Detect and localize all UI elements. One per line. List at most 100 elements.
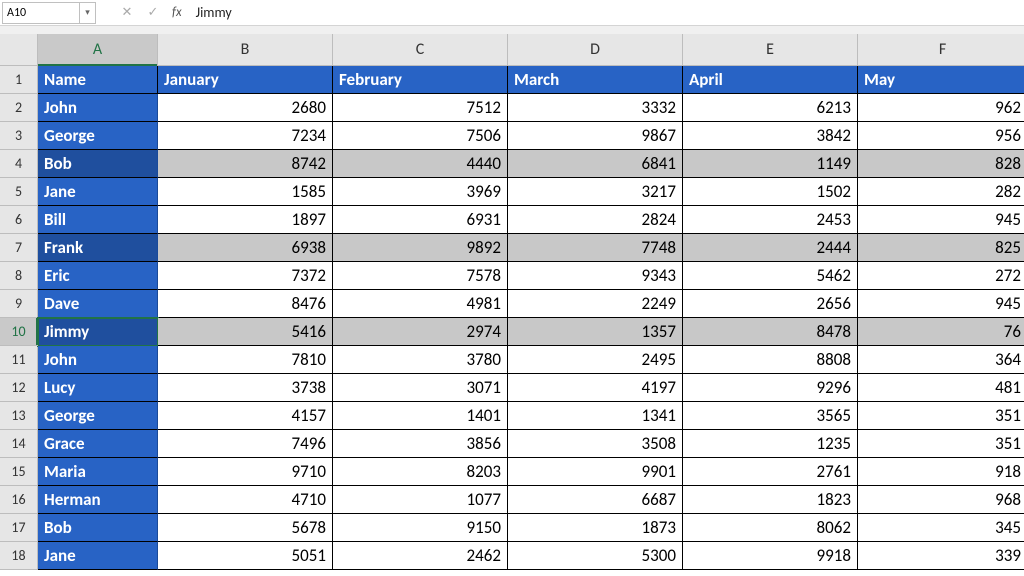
- data-cell[interactable]: 9867: [508, 122, 683, 150]
- data-cell[interactable]: 945: [858, 290, 1024, 318]
- data-cell[interactable]: 2444: [683, 234, 858, 262]
- data-cell[interactable]: 1149: [683, 150, 858, 178]
- column-header[interactable]: F: [858, 34, 1024, 66]
- row-header[interactable]: 2: [0, 94, 38, 122]
- data-cell[interactable]: 345: [858, 514, 1024, 542]
- row-header[interactable]: 14: [0, 430, 38, 458]
- data-cell[interactable]: 5462: [683, 262, 858, 290]
- data-cell[interactable]: 2656: [683, 290, 858, 318]
- formula-input[interactable]: Jimmy: [188, 2, 1024, 24]
- data-cell[interactable]: 2761: [683, 458, 858, 486]
- data-cell[interactable]: 6213: [683, 94, 858, 122]
- name-cell[interactable]: Jimmy: [38, 318, 158, 346]
- row-header[interactable]: 16: [0, 486, 38, 514]
- name-cell[interactable]: George: [38, 402, 158, 430]
- row-header[interactable]: 8: [0, 262, 38, 290]
- data-cell[interactable]: 5416: [158, 318, 333, 346]
- data-cell[interactable]: 3565: [683, 402, 858, 430]
- row-header[interactable]: 7: [0, 234, 38, 262]
- name-cell[interactable]: Bob: [38, 150, 158, 178]
- data-cell[interactable]: 4981: [333, 290, 508, 318]
- data-cell[interactable]: 7372: [158, 262, 333, 290]
- header-cell[interactable]: March: [508, 66, 683, 94]
- name-cell[interactable]: Bob: [38, 514, 158, 542]
- data-cell[interactable]: 7748: [508, 234, 683, 262]
- name-box-dropdown[interactable]: ▾: [80, 2, 96, 24]
- column-header[interactable]: B: [158, 34, 333, 66]
- data-cell[interactable]: 2453: [683, 206, 858, 234]
- row-header[interactable]: 10: [0, 318, 38, 346]
- data-cell[interactable]: 1585: [158, 178, 333, 206]
- data-cell[interactable]: 9296: [683, 374, 858, 402]
- data-cell[interactable]: 3217: [508, 178, 683, 206]
- name-cell[interactable]: Frank: [38, 234, 158, 262]
- accept-icon[interactable]: ✓: [140, 2, 166, 24]
- column-header[interactable]: D: [508, 34, 683, 66]
- data-cell[interactable]: 6931: [333, 206, 508, 234]
- data-cell[interactable]: 1341: [508, 402, 683, 430]
- data-cell[interactable]: 481: [858, 374, 1024, 402]
- name-box[interactable]: A10: [2, 2, 80, 24]
- row-header[interactable]: 9: [0, 290, 38, 318]
- data-cell[interactable]: 351: [858, 430, 1024, 458]
- data-cell[interactable]: 2495: [508, 346, 683, 374]
- header-cell[interactable]: January: [158, 66, 333, 94]
- data-cell[interactable]: 9901: [508, 458, 683, 486]
- data-cell[interactable]: 7234: [158, 122, 333, 150]
- header-cell[interactable]: May: [858, 66, 1024, 94]
- name-cell[interactable]: John: [38, 94, 158, 122]
- data-cell[interactable]: 962: [858, 94, 1024, 122]
- data-cell[interactable]: 6687: [508, 486, 683, 514]
- header-cell[interactable]: February: [333, 66, 508, 94]
- row-header[interactable]: 5: [0, 178, 38, 206]
- name-cell[interactable]: Dave: [38, 290, 158, 318]
- header-cell[interactable]: Name: [38, 66, 158, 94]
- data-cell[interactable]: 339: [858, 542, 1024, 570]
- data-cell[interactable]: 9710: [158, 458, 333, 486]
- data-cell[interactable]: 282: [858, 178, 1024, 206]
- data-cell[interactable]: 8478: [683, 318, 858, 346]
- name-cell[interactable]: Maria: [38, 458, 158, 486]
- data-cell[interactable]: 9918: [683, 542, 858, 570]
- name-cell[interactable]: Lucy: [38, 374, 158, 402]
- data-cell[interactable]: 825: [858, 234, 1024, 262]
- data-cell[interactable]: 9343: [508, 262, 683, 290]
- name-cell[interactable]: George: [38, 122, 158, 150]
- data-cell[interactable]: 3969: [333, 178, 508, 206]
- row-header[interactable]: 6: [0, 206, 38, 234]
- name-cell[interactable]: Grace: [38, 430, 158, 458]
- data-cell[interactable]: 76: [858, 318, 1024, 346]
- data-cell[interactable]: 1873: [508, 514, 683, 542]
- column-header[interactable]: E: [683, 34, 858, 66]
- data-cell[interactable]: 945: [858, 206, 1024, 234]
- data-cell[interactable]: 7578: [333, 262, 508, 290]
- column-header[interactable]: A: [38, 34, 158, 66]
- data-cell[interactable]: 4197: [508, 374, 683, 402]
- name-cell[interactable]: Jane: [38, 542, 158, 570]
- row-header[interactable]: 3: [0, 122, 38, 150]
- row-header[interactable]: 1: [0, 66, 38, 94]
- row-header[interactable]: 12: [0, 374, 38, 402]
- data-cell[interactable]: 8203: [333, 458, 508, 486]
- data-cell[interactable]: 3780: [333, 346, 508, 374]
- data-cell[interactable]: 3738: [158, 374, 333, 402]
- data-cell[interactable]: 2680: [158, 94, 333, 122]
- data-cell[interactable]: 3842: [683, 122, 858, 150]
- data-cell[interactable]: 4710: [158, 486, 333, 514]
- name-cell[interactable]: Eric: [38, 262, 158, 290]
- data-cell[interactable]: 272: [858, 262, 1024, 290]
- row-header[interactable]: 15: [0, 458, 38, 486]
- data-cell[interactable]: 364: [858, 346, 1024, 374]
- name-cell[interactable]: Herman: [38, 486, 158, 514]
- data-cell[interactable]: 8476: [158, 290, 333, 318]
- data-cell[interactable]: 918: [858, 458, 1024, 486]
- data-cell[interactable]: 7496: [158, 430, 333, 458]
- cancel-icon[interactable]: ✕: [114, 2, 140, 24]
- data-cell[interactable]: 5300: [508, 542, 683, 570]
- data-cell[interactable]: 9150: [333, 514, 508, 542]
- data-cell[interactable]: 3071: [333, 374, 508, 402]
- data-cell[interactable]: 8808: [683, 346, 858, 374]
- data-cell[interactable]: 8742: [158, 150, 333, 178]
- column-header[interactable]: C: [333, 34, 508, 66]
- data-cell[interactable]: 1823: [683, 486, 858, 514]
